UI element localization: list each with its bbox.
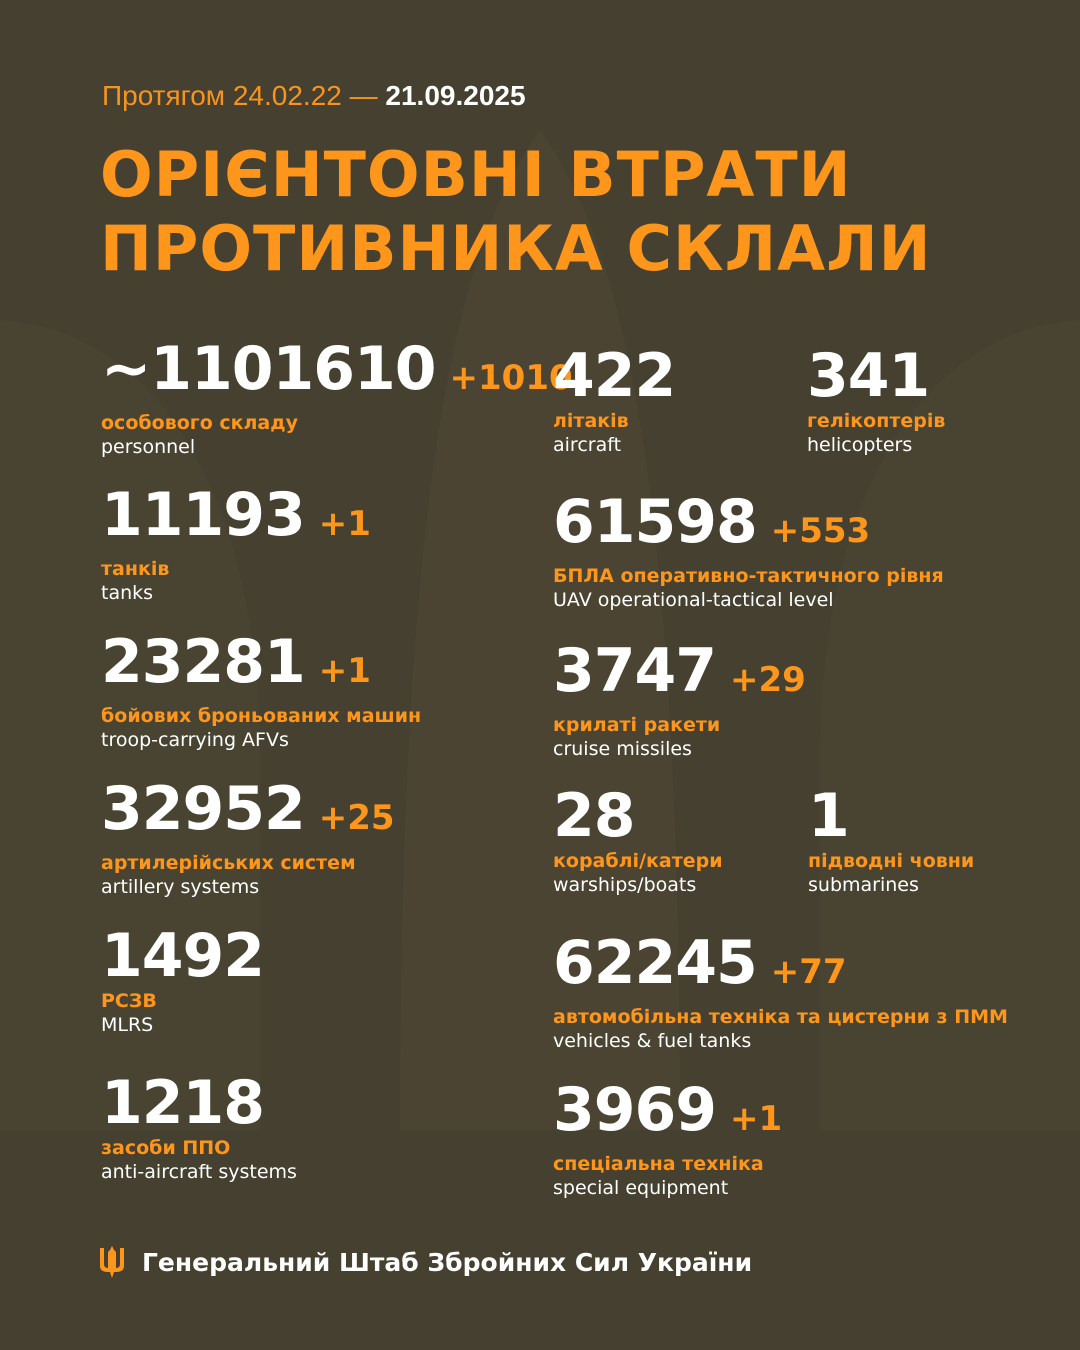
page-title: ОРІЄНТОВНІ ВТРАТИ ПРОТИВНИКА СКЛАЛИ	[100, 138, 932, 286]
stat-helicopters: 341 гелікоптерів helicopters	[807, 343, 945, 458]
stat-label-en: aircraft	[553, 434, 622, 456]
stat-label-en: UAV operational-tactical level	[553, 589, 834, 611]
stat-label-ua: особового складу	[101, 412, 298, 434]
stat-antiaircraft: 1218 засоби ППО anti-aircraft systems	[101, 1070, 297, 1185]
stat-label-en: personnel	[101, 436, 196, 458]
stat-afv: 23281 +1 бойових броньованих машин troop-…	[101, 629, 421, 753]
stat-increase: +1	[730, 1099, 783, 1139]
stat-artillery: 32952 +25 артилерійських систем artillery…	[101, 776, 395, 900]
footer-text: Генеральний Штаб Збройних Сил України	[142, 1247, 753, 1277]
stat-label-en: artillery systems	[101, 876, 260, 898]
stat-label-ua: БПЛА оперативно-тактичного рівня	[553, 565, 944, 587]
stat-label-ua: підводні човни	[808, 850, 975, 872]
stat-label-ua: засоби ППО	[101, 1137, 231, 1159]
stat-value: 28	[553, 781, 635, 851]
stat-label-ua: спеціальна техніка	[553, 1153, 764, 1175]
stat-label-ua: танків	[101, 558, 170, 580]
stat-label-en: vehicles & fuel tanks	[553, 1030, 752, 1052]
stat-increase: +553	[770, 511, 871, 551]
stat-label-en: tanks	[101, 582, 154, 604]
stat-label-en: anti-aircraft systems	[101, 1161, 297, 1183]
stat-label-ua: артилерійських систем	[101, 852, 356, 874]
stat-cruise-missiles: 3747 +29 крилаті ракети cruise missiles	[553, 638, 806, 762]
title-line-1: ОРІЄНТОВНІ ВТРАТИ	[100, 138, 852, 211]
period-prefix: Протягом 24.02.22 —	[102, 80, 378, 111]
stat-label-ua: кораблі/катери	[553, 850, 723, 872]
stat-increase: +29	[730, 660, 806, 700]
stat-label-ua: літаків	[553, 410, 629, 432]
stat-uav: 61598 +553 БПЛА оперативно-тактичного рів…	[553, 489, 944, 613]
stat-value: 3969	[553, 1075, 717, 1145]
stat-increase: +1010	[449, 358, 573, 398]
stat-label-ua: автомобільна техніка та цистерни з ПММ	[553, 1006, 1008, 1028]
stat-label-ua: крилаті ракети	[553, 714, 721, 736]
stat-increase: +1	[318, 504, 371, 544]
stat-value: 62245	[553, 928, 758, 998]
footer: Генеральний Штаб Збройних Сил України	[100, 1246, 752, 1278]
stat-value: 23281	[101, 627, 306, 697]
stat-value: 341	[807, 341, 930, 411]
period-range: Протягом 24.02.22 — 21.09.2025	[102, 80, 526, 112]
stat-label-ua: бойових броньованих машин	[101, 705, 422, 727]
stat-value: 32952	[101, 774, 306, 844]
stat-increase: +77	[770, 952, 847, 992]
stat-warships: 28 кораблі/катери warships/boats	[553, 783, 723, 898]
stat-label-en: warships/boats	[553, 874, 697, 896]
stat-value: 61598	[553, 487, 758, 557]
stat-label-en: MLRS	[101, 1014, 154, 1036]
stat-value: 11193	[101, 480, 306, 550]
stat-value: 422	[553, 341, 676, 411]
stat-value: 1	[808, 781, 850, 851]
trident-icon	[100, 1246, 124, 1278]
stat-increase: +1	[318, 651, 371, 691]
stat-label-en: submarines	[808, 874, 919, 896]
stat-personnel: ~1101610 +1010 особового складу personnel	[101, 336, 573, 460]
stat-value: 1218	[101, 1068, 265, 1138]
stat-value: 1492	[101, 921, 265, 991]
stat-label-en: helicopters	[807, 434, 913, 456]
stat-mlrs: 1492 РСЗВ MLRS	[101, 921, 265, 1038]
stat-special-equipment: 3969 +1 спеціальна техніка special equipm…	[553, 1077, 782, 1201]
period-end-date: 21.09.2025	[385, 80, 526, 111]
stat-label-en: troop-carrying AFVs	[101, 729, 289, 751]
title-line-2: ПРОТИВНИКА СКЛАЛИ	[100, 212, 932, 285]
stat-value: ~1101610	[101, 334, 437, 404]
stat-label-ua: гелікоптерів	[807, 410, 946, 432]
stat-vehicles: 62245 +77 автомобільна техніка та цистерн…	[553, 930, 1008, 1054]
stat-increase: +25	[318, 798, 395, 838]
stat-label-en: special equipment	[553, 1177, 729, 1199]
stat-label-en: cruise missiles	[553, 738, 692, 760]
stat-label-ua: РСЗВ	[101, 990, 157, 1012]
stat-tanks: 11193 +1 танків tanks	[101, 482, 371, 606]
stat-submarines: 1 підводні човни submarines	[808, 783, 974, 898]
stat-value: 3747	[553, 636, 717, 706]
stat-aircraft: 422 літаків aircraft	[553, 341, 676, 458]
